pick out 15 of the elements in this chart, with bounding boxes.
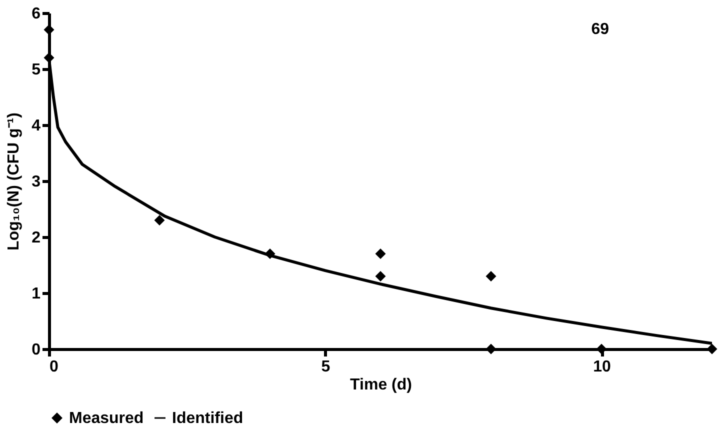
legend-label: Measured [69,410,144,427]
x-tick-label: 5 [321,358,330,376]
x-tick-label: 10 [593,358,611,376]
y-tick-label: 5 [32,62,41,78]
x-tick-label: 0 [50,358,58,376]
y-tick-label: 4 [32,118,41,134]
legend-label: Identified [172,410,244,427]
y-tick-label: 1 [32,286,41,302]
y-axis-title: Log₁₀(N) (CFU g⁻¹) [6,112,23,250]
annotation: 69 [591,21,610,38]
x-axis-title: Time (d) [350,376,412,394]
y-tick-label: 3 [32,174,41,190]
y-tick-label: 6 [32,6,41,22]
y-tick-label: 0 [32,342,41,358]
y-tick-label: 2 [32,230,41,246]
